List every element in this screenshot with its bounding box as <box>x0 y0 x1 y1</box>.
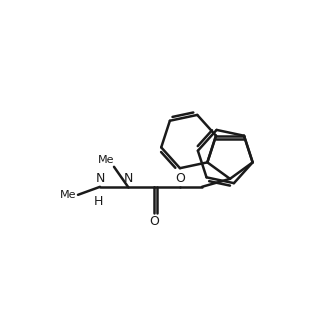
Text: Me: Me <box>59 190 76 200</box>
Text: O: O <box>175 172 185 185</box>
Text: H: H <box>93 195 103 208</box>
Text: N: N <box>123 172 133 185</box>
Text: Me: Me <box>97 155 114 165</box>
Text: O: O <box>149 215 159 228</box>
Text: N: N <box>95 172 105 185</box>
